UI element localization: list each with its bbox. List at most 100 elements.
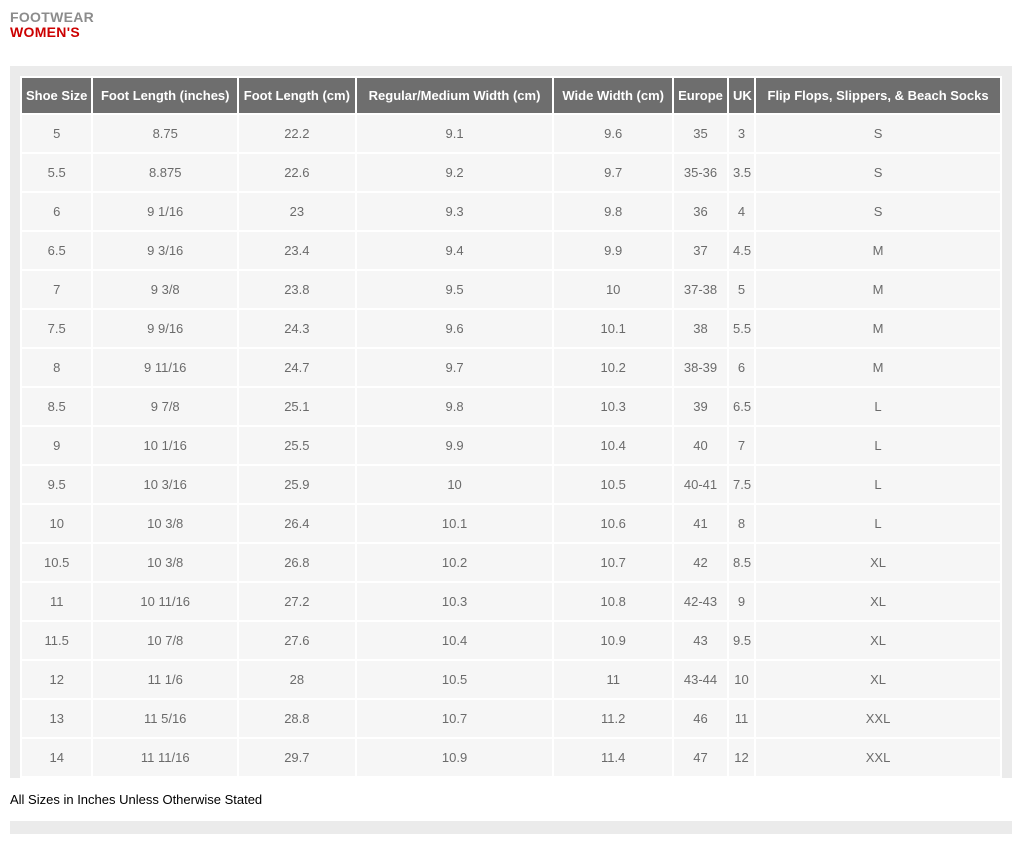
table-cell: 10.1	[554, 309, 672, 347]
table-cell: XL	[756, 543, 1000, 581]
table-cell: 24.7	[239, 348, 355, 386]
table-cell: 37	[673, 231, 727, 269]
table-row: 10.5 10 3/8 26.8 10.2 10.7 42 8.5 XL	[22, 543, 1000, 581]
table-cell: 11 11/16	[93, 738, 238, 776]
table-cell: 8	[729, 504, 755, 542]
table-cell: 10.5	[554, 465, 672, 503]
table-cell: 40-41	[673, 465, 727, 503]
column-header: Wide Width (cm)	[554, 77, 672, 113]
table-cell: 24.3	[239, 309, 355, 347]
table-cell: 10.7	[356, 699, 553, 737]
table-cell: 10 11/16	[93, 582, 238, 620]
table-cell: 6.5	[729, 387, 755, 425]
table-cell: 9.7	[554, 153, 672, 191]
table-body: 5 8.75 22.2 9.1 9.6 35 3 S 5.5 8.875 22.6 9.2 9.7 35-…	[22, 114, 1000, 776]
panel-bottom-bar	[10, 820, 1012, 834]
table-cell: 12	[22, 660, 92, 698]
table-cell: 6	[729, 348, 755, 386]
table-cell: S	[756, 153, 1000, 191]
table-cell: 4	[729, 192, 755, 230]
table-cell: 43	[673, 621, 727, 659]
table-cell: L	[756, 426, 1000, 464]
table-cell: 10	[356, 465, 553, 503]
table-cell: 26.4	[239, 504, 355, 542]
table-cell: 9.5	[729, 621, 755, 659]
table-cell: 11 5/16	[93, 699, 238, 737]
column-header: Europe	[673, 77, 727, 113]
table-cell: M	[756, 231, 1000, 269]
table-cell: 10.3	[554, 387, 672, 425]
table-cell: 42-43	[673, 582, 727, 620]
table-row: 10 10 3/8 26.4 10.1 10.6 41 8 L	[22, 504, 1000, 542]
table-cell: 10	[22, 504, 92, 542]
table-row: 12 11 1/6 28 10.5 11 43-44 10 XL	[22, 660, 1000, 698]
table-cell: 43-44	[673, 660, 727, 698]
table-cell: 10.6	[554, 504, 672, 542]
table-cell: XL	[756, 621, 1000, 659]
table-row: 14 11 11/16 29.7 10.9 11.4 47 12 XXL	[22, 738, 1000, 776]
table-cell: 9.9	[554, 231, 672, 269]
table-cell: 47	[673, 738, 727, 776]
table-row: 6.5 9 3/16 23.4 9.4 9.9 37 4.5 M	[22, 231, 1000, 269]
table-header: Shoe Size Foot Length (inches) Foot Length…	[22, 77, 1000, 113]
table-cell: 7	[729, 426, 755, 464]
table-cell: 26.8	[239, 543, 355, 581]
table-cell: 5.5	[729, 309, 755, 347]
table-cell: XXL	[756, 699, 1000, 737]
table-row: 5 8.75 22.2 9.1 9.6 35 3 S	[22, 114, 1000, 152]
table-cell: 14	[22, 738, 92, 776]
table-cell: 41	[673, 504, 727, 542]
table-cell: 9 1/16	[93, 192, 238, 230]
table-cell: 8	[22, 348, 92, 386]
table-cell: 10.5	[356, 660, 553, 698]
table-cell: 7.5	[729, 465, 755, 503]
table-cell: 7	[22, 270, 92, 308]
table-row: 8.5 9 7/8 25.1 9.8 10.3 39 6.5 L	[22, 387, 1000, 425]
table-cell: 9	[729, 582, 755, 620]
table-cell: 10.7	[554, 543, 672, 581]
table-cell: 38	[673, 309, 727, 347]
table-cell: 10.8	[554, 582, 672, 620]
table-cell: 8.5	[729, 543, 755, 581]
table-row: 11.5 10 7/8 27.6 10.4 10.9 43 9.5 XL	[22, 621, 1000, 659]
table-cell: 11	[554, 660, 672, 698]
table-cell: 39	[673, 387, 727, 425]
table-cell: M	[756, 270, 1000, 308]
column-header: Foot Length (cm)	[239, 77, 355, 113]
table-cell: 10.2	[554, 348, 672, 386]
sizes-disclaimer-note: All Sizes in Inches Unless Otherwise Sta…	[10, 791, 263, 807]
womens-footwear-size-table: Shoe Size Foot Length (inches) Foot Length…	[20, 75, 1002, 778]
table-row: 7.5 9 9/16 24.3 9.6 10.1 38 5.5 M	[22, 309, 1000, 347]
table-cell: 28.8	[239, 699, 355, 737]
table-cell: 9.6	[356, 309, 553, 347]
table-cell: 9.8	[554, 192, 672, 230]
table-row: 9.5 10 3/16 25.9 10 10.5 40-41 7.5 L	[22, 465, 1000, 503]
table-cell: 11	[729, 699, 755, 737]
table-row: 13 11 5/16 28.8 10.7 11.2 46 11 XXL	[22, 699, 1000, 737]
table-cell: 10 7/8	[93, 621, 238, 659]
table-cell: 9.5	[356, 270, 553, 308]
table-cell: 11	[22, 582, 92, 620]
table-cell: XXL	[756, 738, 1000, 776]
table-cell: 10.1	[356, 504, 553, 542]
table-cell: XL	[756, 660, 1000, 698]
table-cell: 9	[22, 426, 92, 464]
table-cell: 5	[22, 114, 92, 152]
table-cell: 8.875	[93, 153, 238, 191]
table-cell: S	[756, 114, 1000, 152]
table-cell: 9 11/16	[93, 348, 238, 386]
section-title: WOMEN'S	[10, 24, 80, 41]
table-cell: 7.5	[22, 309, 92, 347]
table-cell: 27.2	[239, 582, 355, 620]
table-cell: 9.3	[356, 192, 553, 230]
table-cell: 22.6	[239, 153, 355, 191]
table-cell: 4.5	[729, 231, 755, 269]
table-cell: 13	[22, 699, 92, 737]
category-title: FOOTWEAR	[10, 9, 95, 25]
table-cell: 9.4	[356, 231, 553, 269]
table-cell: M	[756, 309, 1000, 347]
table-cell: 11 1/6	[93, 660, 238, 698]
